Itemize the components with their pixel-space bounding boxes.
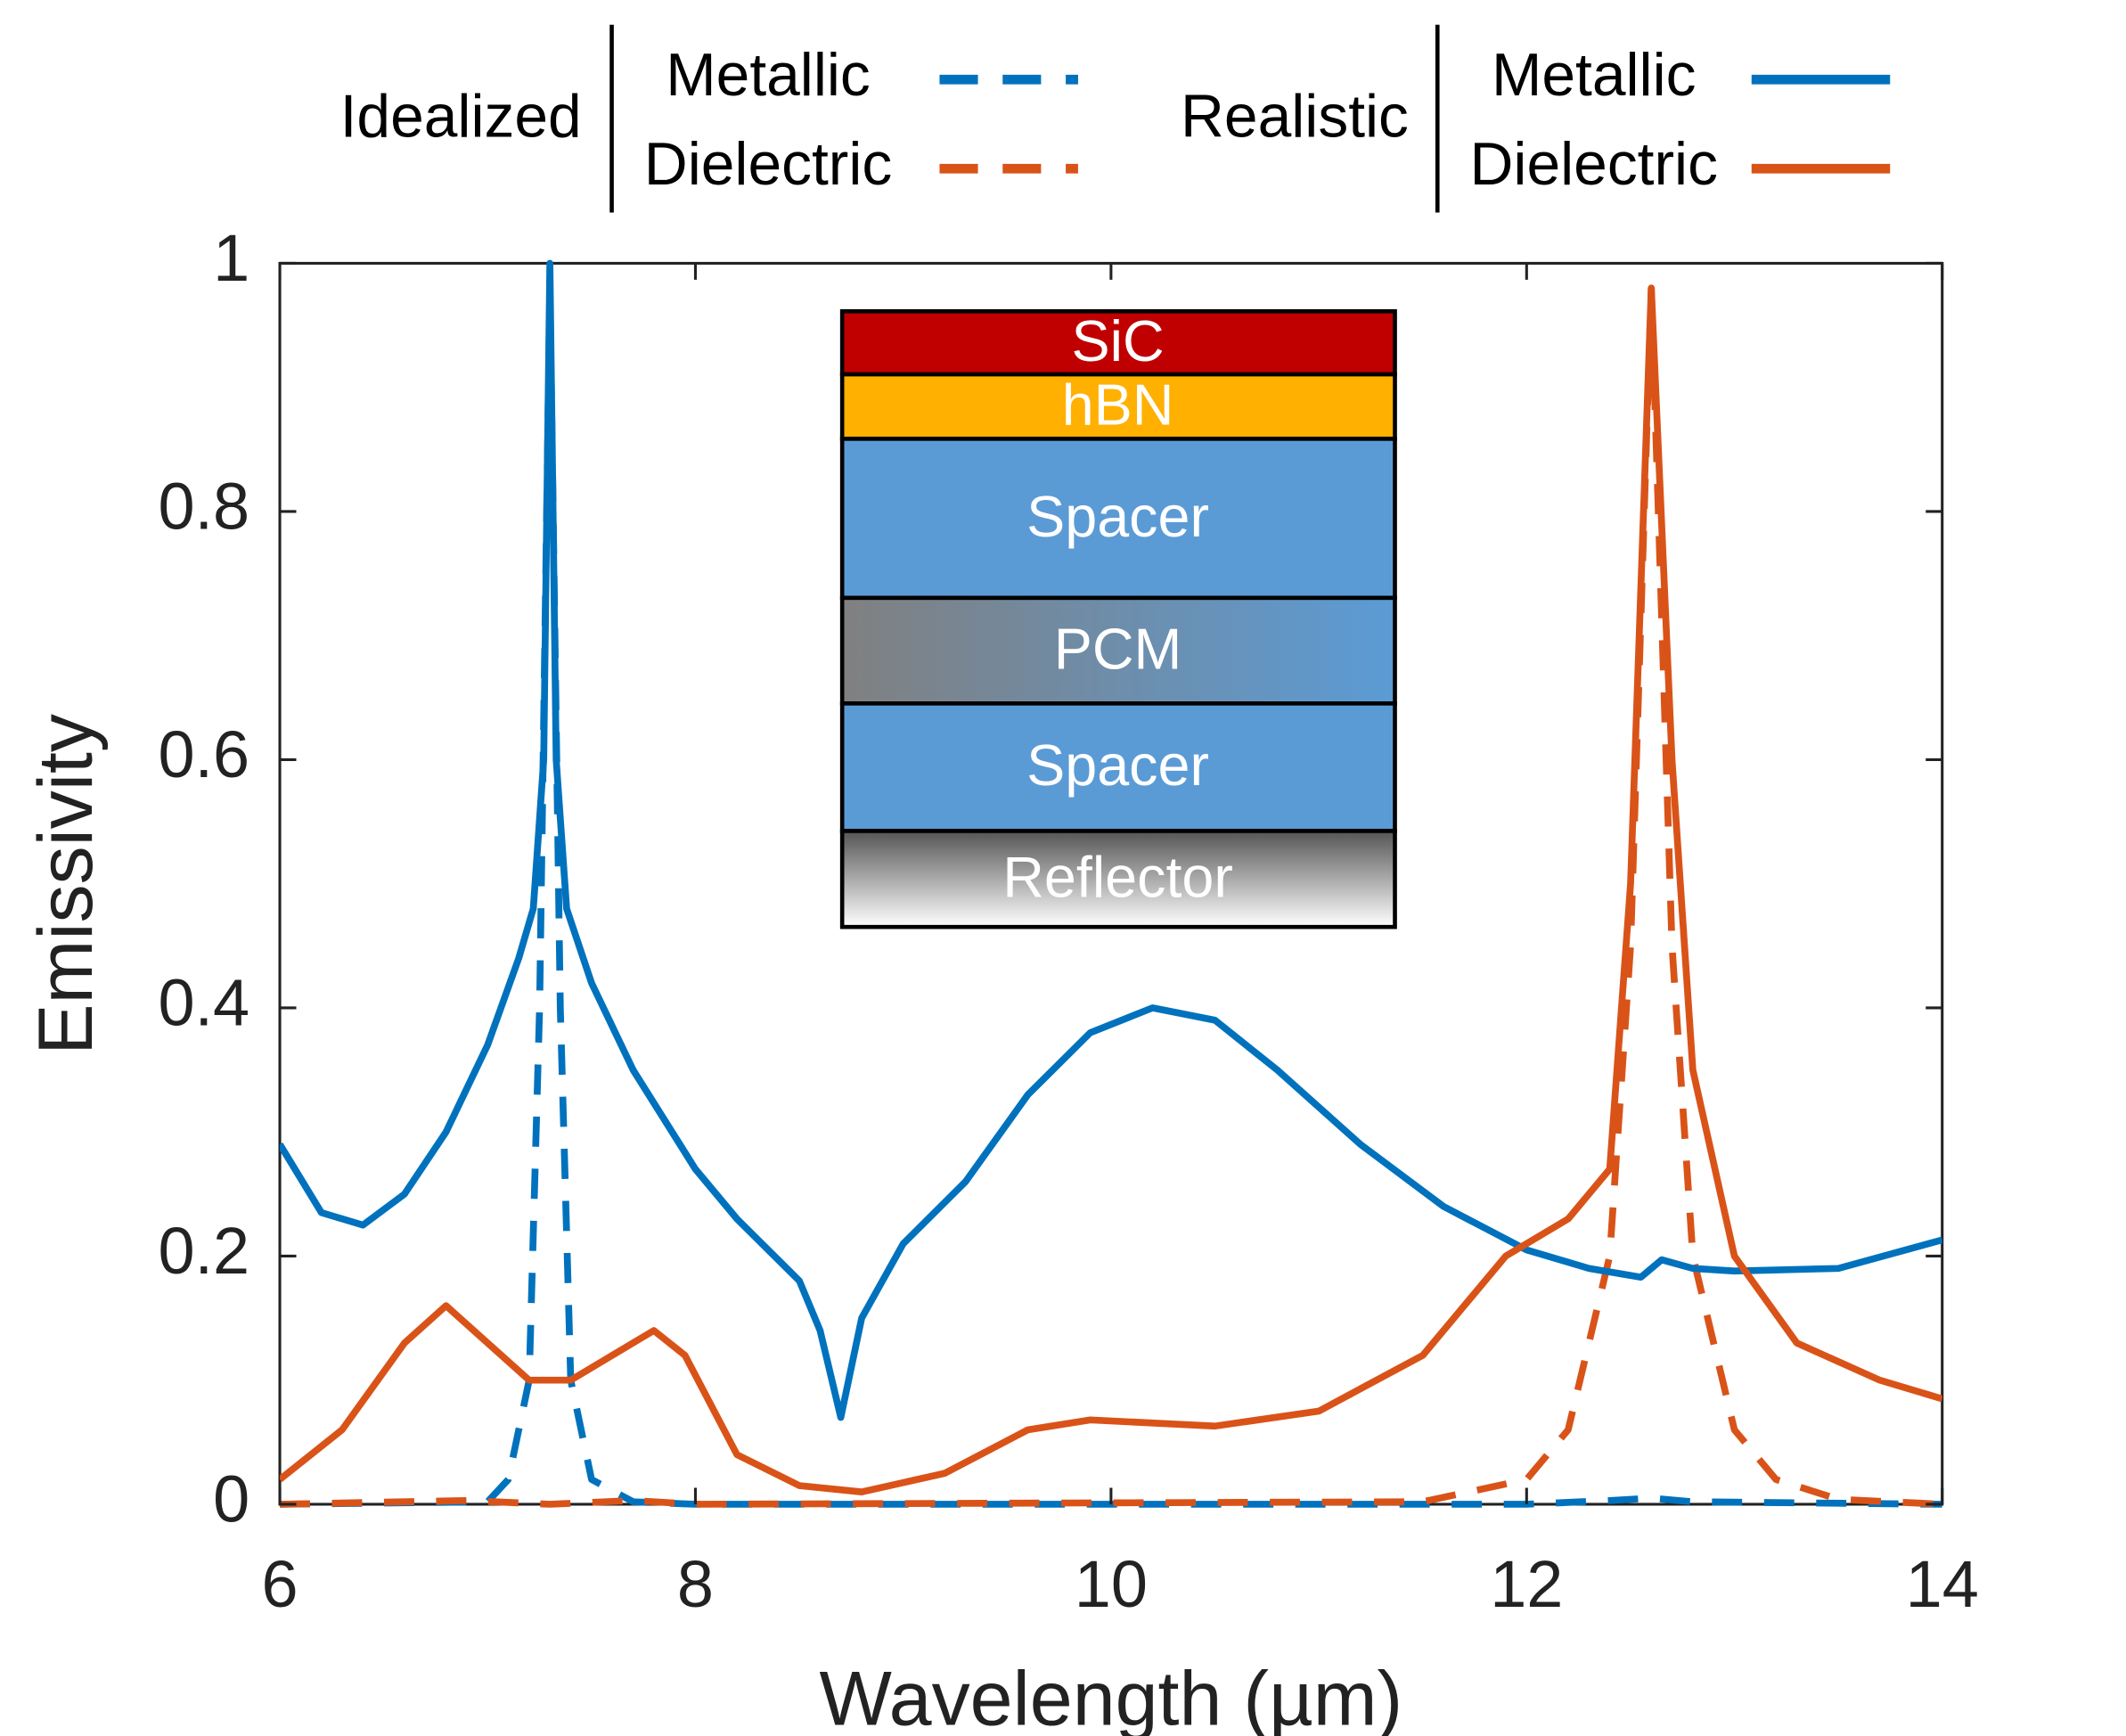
inset-layer-label: hBN — [1062, 372, 1174, 437]
legend-label: Metallic — [666, 42, 871, 109]
inset-layer-label: Spacer — [1026, 733, 1209, 798]
x-tick-label: 8 — [677, 1547, 714, 1621]
inset-layer-label: Spacer — [1026, 484, 1209, 549]
y-tick-label: 0.6 — [158, 717, 249, 791]
x-tick-label: 10 — [1075, 1547, 1148, 1621]
x-axis-label: Wavelength (µm) — [819, 1656, 1402, 1736]
x-tick-label: 14 — [1906, 1547, 1979, 1621]
y-tick-label: 0.8 — [158, 469, 249, 543]
legend-group-title: Realistic — [1181, 83, 1409, 150]
x-tick-label: 12 — [1490, 1547, 1563, 1621]
legend-label: Dielectric — [644, 131, 892, 198]
inset-layer-label: SiC — [1071, 308, 1164, 373]
inset-layer-label: PCM — [1054, 616, 1182, 681]
y-tick-label: 0.4 — [158, 965, 249, 1039]
inset-layer — [839, 829, 1397, 929]
plot-area — [280, 259, 1942, 1508]
inset-layer — [839, 308, 1397, 377]
y-tick-label: 1 — [213, 221, 249, 295]
inset-layer — [839, 437, 1397, 601]
y-tick-label: 0 — [213, 1462, 249, 1535]
inset-layer — [839, 372, 1397, 441]
inset-layer — [839, 701, 1397, 833]
y-axis-label: Emissivity — [23, 714, 109, 1055]
legend-label: Dielectric — [1470, 131, 1718, 198]
series-line — [280, 259, 1942, 1421]
series-line — [280, 284, 1942, 1508]
inset-layer — [839, 595, 1397, 706]
legend-group-title: Idealized — [340, 83, 582, 150]
series-line — [280, 284, 1942, 1508]
legend-label: Metallic — [1492, 42, 1697, 109]
x-tick-label: 6 — [261, 1547, 298, 1621]
inset-layer-label: Reflector — [1002, 844, 1233, 909]
series-line — [280, 284, 1942, 1495]
y-tick-label: 0.2 — [158, 1214, 249, 1288]
